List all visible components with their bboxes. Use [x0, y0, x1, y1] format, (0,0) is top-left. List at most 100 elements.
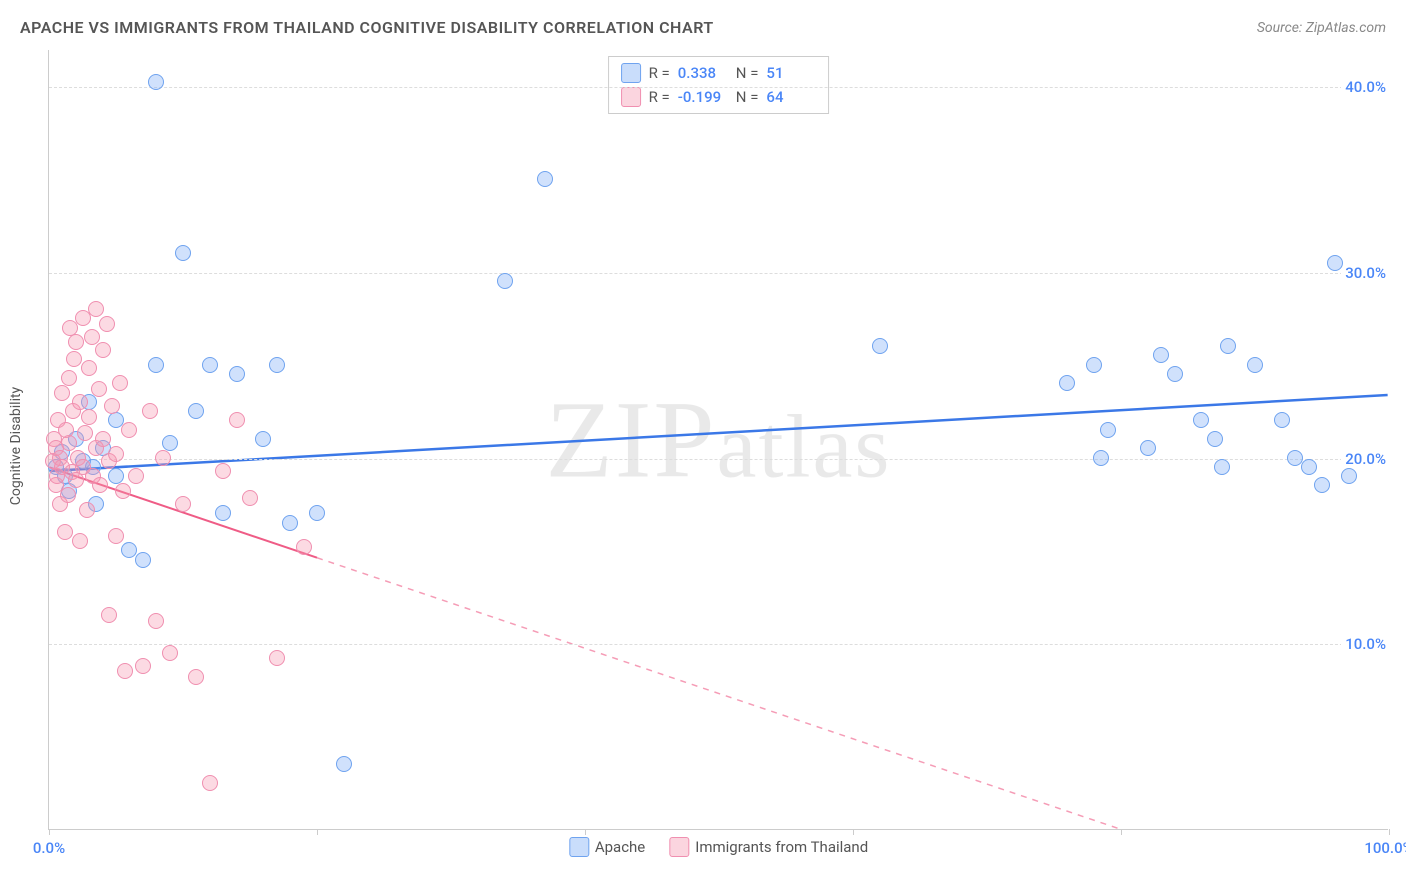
data-point: [162, 645, 178, 661]
data-point: [60, 487, 76, 503]
data-point: [128, 468, 144, 484]
data-point: [61, 435, 77, 451]
data-point: [68, 334, 84, 350]
data-point: [229, 366, 245, 382]
data-point: [1341, 468, 1357, 484]
data-point: [77, 425, 93, 441]
x-tick: [1389, 829, 1390, 835]
r-label: R =: [649, 64, 670, 82]
data-point: [215, 505, 231, 521]
y-tick-label: 10.0%: [1341, 635, 1390, 653]
x-tick: [1121, 829, 1122, 835]
gridline: [49, 273, 1388, 274]
data-point: [309, 505, 325, 521]
data-point: [1167, 366, 1183, 382]
data-point: [61, 370, 77, 386]
data-point: [872, 338, 888, 354]
data-point: [1100, 422, 1116, 438]
data-point: [108, 446, 124, 462]
data-point: [88, 301, 104, 317]
data-point: [175, 245, 191, 261]
y-tick-label: 40.0%: [1341, 78, 1390, 96]
n-value-2: 64: [766, 88, 816, 106]
data-point: [1220, 338, 1236, 354]
data-point: [81, 409, 97, 425]
data-point: [269, 650, 285, 666]
data-point: [72, 394, 88, 410]
data-point: [54, 385, 70, 401]
source-label: Source: ZipAtlas.com: [1257, 20, 1386, 36]
data-point: [1207, 431, 1223, 447]
n-label: N =: [736, 88, 759, 106]
legend-stats: R = 0.338 N = 51 R = -0.199 N = 64: [608, 56, 830, 114]
data-point: [1247, 357, 1263, 373]
data-point: [202, 775, 218, 791]
data-point: [188, 403, 204, 419]
data-point: [121, 422, 137, 438]
data-point: [1301, 459, 1317, 475]
data-point: [336, 756, 352, 772]
data-point: [108, 528, 124, 544]
data-point: [148, 613, 164, 629]
data-point: [148, 357, 164, 373]
x-tick-label: 0.0%: [33, 839, 65, 857]
legend-series: Apache Immigrants from Thailand: [559, 837, 878, 857]
data-point: [1314, 477, 1330, 493]
data-point: [1086, 357, 1102, 373]
data-point: [215, 463, 231, 479]
data-point: [269, 357, 285, 373]
r-label: R =: [649, 88, 670, 106]
title-row: APACHE VS IMMIGRANTS FROM THAILAND COGNI…: [20, 18, 1386, 37]
data-point: [229, 412, 245, 428]
data-point: [95, 342, 111, 358]
swatch-blue-icon: [569, 837, 589, 857]
data-point: [1140, 440, 1156, 456]
chart-title: APACHE VS IMMIGRANTS FROM THAILAND COGNI…: [20, 18, 714, 37]
legend-item-thailand: Immigrants from Thailand: [669, 837, 868, 857]
x-tick: [853, 829, 854, 835]
swatch-blue-icon: [621, 63, 641, 83]
data-point: [537, 171, 553, 187]
data-point: [1274, 412, 1290, 428]
gridline: [49, 644, 1388, 645]
data-point: [155, 450, 171, 466]
x-tick-label: 100.0%: [1364, 839, 1406, 857]
legend-label-apache: Apache: [595, 838, 645, 856]
data-point: [135, 552, 151, 568]
r-value-2: -0.199: [678, 88, 728, 106]
data-point: [112, 375, 128, 391]
data-point: [175, 496, 191, 512]
data-point: [79, 502, 95, 518]
gridline: [49, 87, 1388, 88]
trend-lines: [49, 50, 1388, 829]
x-tick: [49, 829, 50, 835]
chart-container: APACHE VS IMMIGRANTS FROM THAILAND COGNI…: [0, 0, 1406, 892]
data-point: [162, 435, 178, 451]
data-point: [282, 515, 298, 531]
y-axis-title: Cognitive Disability: [8, 387, 24, 505]
swatch-pink-icon: [621, 87, 641, 107]
data-point: [202, 357, 218, 373]
data-point: [242, 490, 258, 506]
y-tick-label: 30.0%: [1341, 264, 1390, 282]
x-tick: [317, 829, 318, 835]
swatch-pink-icon: [669, 837, 689, 857]
data-point: [99, 316, 115, 332]
data-point: [91, 381, 107, 397]
data-point: [72, 533, 88, 549]
data-point: [108, 468, 124, 484]
data-point: [1193, 412, 1209, 428]
data-point: [1093, 450, 1109, 466]
data-point: [101, 607, 117, 623]
data-point: [95, 431, 111, 447]
data-point: [1059, 375, 1075, 391]
data-point: [1214, 459, 1230, 475]
data-point: [135, 658, 151, 674]
data-point: [81, 360, 97, 376]
data-point: [255, 431, 271, 447]
n-label: N =: [736, 64, 759, 82]
data-point: [296, 539, 312, 555]
data-point: [188, 669, 204, 685]
data-point: [117, 663, 133, 679]
data-point: [57, 524, 73, 540]
